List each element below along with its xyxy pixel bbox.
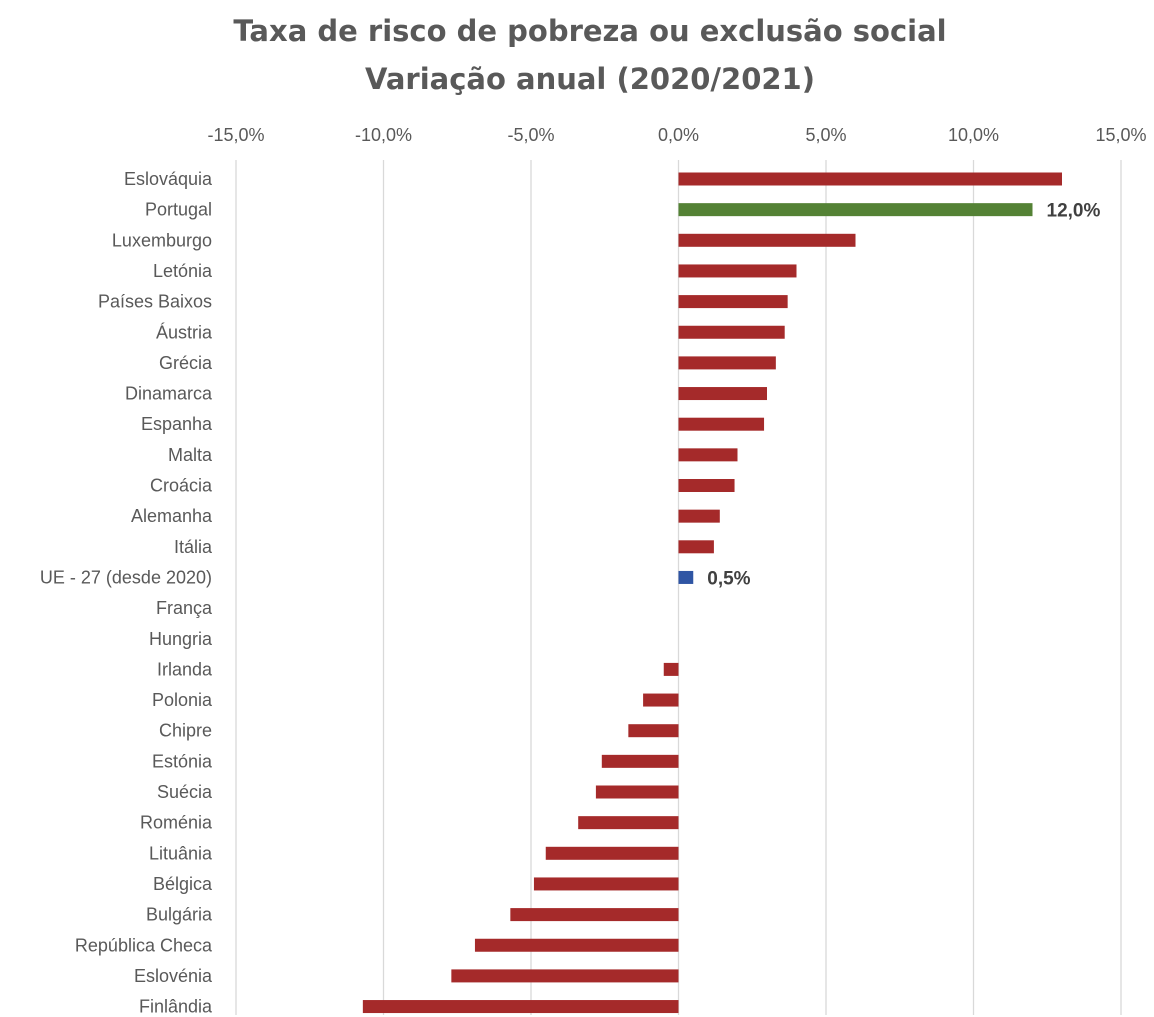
bar-republica-checa [474, 938, 679, 952]
category-label: Eslovénia [134, 966, 213, 986]
bar-eslovaquia [678, 172, 1062, 186]
data-labels: 12,0% 0,5% [707, 201, 1100, 590]
bar-grecia [678, 356, 776, 370]
category-label: Estónia [152, 751, 213, 771]
bar-luxemburgo [678, 233, 856, 247]
x-tick-label: 5,0% [805, 125, 846, 145]
x-tick-label: 0,0% [658, 125, 699, 145]
data-label: 0,5% [707, 568, 750, 589]
category-label: Bulgária [146, 905, 213, 925]
category-label: Portugal [145, 200, 212, 220]
category-label: Chipre [159, 721, 212, 741]
bar-malta [678, 448, 738, 462]
x-tick-label: -15,0% [207, 125, 264, 145]
category-label: Polonia [152, 690, 213, 710]
bar-dinamarca [678, 387, 767, 401]
category-label: Hungria [149, 629, 213, 649]
bar-alemanha [678, 509, 720, 523]
category-label: Grécia [159, 353, 213, 373]
x-tick-label: -5,0% [507, 125, 554, 145]
category-label: Letónia [153, 261, 213, 281]
bar-polonia [643, 693, 679, 707]
category-label: Finlândia [139, 997, 213, 1017]
category-label: Luxemburgo [112, 230, 212, 250]
bar-suecia [595, 785, 679, 799]
category-label: Países Baixos [98, 292, 212, 312]
bar-finlandia [362, 1000, 679, 1014]
bar-letonia [678, 264, 797, 278]
bar-italia [678, 540, 714, 554]
bar-portugal [678, 203, 1033, 217]
bar-ue-27-desde-2020 [678, 570, 694, 584]
category-label: Itália [174, 537, 213, 557]
bar-bulgaria [510, 908, 679, 922]
category-label: Espanha [141, 414, 213, 434]
bar-paises-baixos [678, 295, 788, 309]
bar-lituania [545, 846, 679, 860]
bar-irlanda [663, 662, 679, 676]
category-labels: Eslováquia Portugal Luxemburgo Letónia Paíse… [40, 169, 213, 1017]
category-label: UE - 27 (desde 2020) [40, 567, 212, 587]
category-label: França [156, 598, 213, 618]
data-label: 12,0% [1047, 201, 1101, 222]
bar-romenia [578, 816, 679, 830]
category-label: Eslováquia [124, 169, 213, 189]
category-label: República Checa [75, 935, 213, 955]
bar-espanha [678, 417, 765, 431]
chart-subtitle: Variação anual (2020/2021) [365, 62, 815, 96]
category-label: Lituânia [149, 843, 213, 863]
bar-estonia [601, 754, 679, 768]
category-label: Áustria [156, 322, 213, 342]
category-label: Suécia [157, 782, 213, 802]
bar-eslovenia [451, 969, 679, 983]
bar-chipre [628, 724, 679, 738]
bar-croacia [678, 479, 735, 492]
bars [362, 172, 1062, 1014]
x-axis-tick-labels: -15,0% -10,0% -5,0% 0,0% 5,0% 10,0% 15,0% [207, 125, 1146, 145]
x-tick-label: 10,0% [948, 125, 999, 145]
x-tick-label: -10,0% [355, 125, 412, 145]
category-label: Malta [168, 445, 213, 465]
bar-austria [678, 325, 785, 339]
category-label: Roménia [140, 813, 213, 833]
category-label: Dinamarca [125, 384, 213, 404]
chart-title: Taxa de risco de pobreza ou exclusão soc… [233, 14, 946, 48]
category-label: Alemanha [131, 506, 213, 526]
x-tick-label: 15,0% [1095, 125, 1146, 145]
category-label: Croácia [150, 476, 213, 496]
category-label: Bélgica [153, 874, 213, 894]
category-label: Irlanda [157, 659, 213, 679]
bar-belgica [533, 877, 679, 891]
